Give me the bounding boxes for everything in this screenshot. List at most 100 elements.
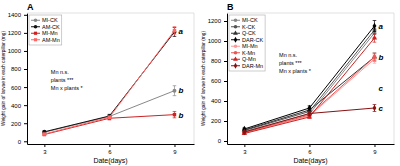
error-bar — [173, 27, 177, 35]
annotation: a — [178, 27, 183, 36]
legend-label: Q-CK — [242, 30, 256, 36]
marker — [173, 29, 176, 32]
error-bar-cap — [173, 111, 177, 112]
legend-label: MI-CK — [42, 17, 58, 23]
title: B — [227, 2, 234, 12]
x-tick: 6 — [108, 144, 112, 155]
y-tick: 1200 — [8, 30, 27, 36]
x-axis-title: Date(days) — [293, 157, 327, 165]
legend: MI-CKK-CKQ-CKDAR-CKMI-MnK-MnQ-MnDAR-Mn — [229, 15, 265, 71]
legend-item: MI-CK — [231, 17, 258, 23]
x-axis: 3 6 9 — [228, 144, 395, 155]
y-tick-mark — [224, 101, 227, 102]
x-tick-mark — [109, 144, 110, 147]
error-bar-cap — [373, 33, 377, 34]
legend-label: AM-CK — [42, 24, 60, 30]
error-bar — [173, 86, 177, 96]
y-tick-mark — [24, 69, 27, 70]
marker — [173, 89, 177, 93]
y-tick-label: 1200 — [208, 18, 222, 24]
y-axis: 0200400600800100012001400 — [8, 12, 28, 144]
legend-item: AM-Mn — [31, 37, 60, 43]
series — [242, 26, 376, 133]
y-tick-mark — [224, 121, 227, 122]
stats-line: Mn n.s. — [279, 52, 298, 58]
x-axis-line — [228, 144, 395, 145]
y-tick: 200 — [211, 118, 227, 124]
error-bar — [373, 53, 377, 61]
stats-line: plants *** — [279, 60, 302, 66]
x-tick-label: 3 — [243, 149, 247, 155]
y-tick-label: 0 — [218, 138, 222, 144]
legend-label: DAR-Mn — [242, 63, 263, 69]
y-tick-label: 600 — [11, 85, 22, 91]
legend-item: Q-Mn — [231, 56, 256, 62]
stats-line: Mn n.s. — [51, 69, 70, 75]
legend-marker — [34, 18, 38, 22]
y-tick-mark — [24, 15, 27, 16]
plot-area — [242, 21, 377, 136]
error-bar-cap — [173, 34, 177, 35]
x-tick-mark — [174, 144, 175, 147]
y-tick-label: 1400 — [8, 12, 22, 18]
error-bar — [108, 116, 112, 119]
panel: 369020040060080010001200BDate(days)Weigh… — [201, 2, 395, 165]
y-tick-label: 1200 — [8, 30, 22, 36]
y-tick-label: 600 — [211, 78, 222, 84]
series-line — [44, 115, 174, 135]
error-bar-cap — [373, 31, 377, 32]
x-tick-label: 9 — [173, 149, 177, 155]
x-tick: 3 — [243, 144, 247, 155]
error-bar-cap — [173, 95, 177, 96]
marker — [373, 23, 377, 29]
y-tick-mark — [24, 123, 27, 124]
series — [242, 105, 376, 136]
error-bar-cap — [373, 42, 377, 43]
title: A — [27, 2, 34, 12]
x-tick-label: 6 — [108, 149, 112, 155]
y-tick-mark — [224, 141, 227, 142]
y-axis-title: Weight gain of larvae in each caterpilla… — [1, 31, 6, 126]
legend-label: Q-Mn — [242, 56, 256, 62]
legend-marker — [233, 56, 238, 60]
error-bar-cap — [173, 26, 177, 27]
y-tick-mark — [24, 141, 27, 142]
y-tick: 600 — [211, 78, 227, 84]
x-tick-mark — [244, 144, 245, 147]
stats-line: plants *** — [51, 77, 74, 83]
chart: 3690200400600800100012001400ADate(days)W… — [0, 0, 400, 166]
frame-right — [194, 13, 195, 144]
marker — [108, 117, 111, 120]
annotation: c — [378, 84, 383, 93]
x-tick-mark — [44, 144, 45, 147]
legend-marker — [234, 37, 237, 43]
x-tick: 6 — [308, 144, 312, 155]
stats-line: Mn x plants * — [51, 85, 84, 91]
legend-item: DAR-Mn — [231, 63, 263, 69]
x-tick-mark — [309, 144, 310, 147]
series — [42, 27, 176, 133]
error-bar-cap — [373, 53, 377, 54]
legend-item: MI-CK — [31, 17, 58, 23]
y-tick-label: 0 — [18, 139, 22, 145]
series — [242, 53, 376, 134]
legend-label: DAR-CK — [242, 37, 263, 43]
error-bar — [173, 27, 177, 36]
series-line — [44, 91, 174, 133]
error-bar — [373, 53, 377, 61]
legend-marker — [34, 25, 38, 29]
error-bar — [373, 105, 377, 112]
annotation: c — [378, 104, 383, 113]
marker — [372, 35, 377, 40]
y-tick-label: 1000 — [8, 48, 22, 54]
error-bar-cap — [373, 60, 377, 61]
x-tick: 9 — [373, 144, 377, 155]
stats-line: Mn x plants * — [279, 68, 312, 74]
y-tick-mark — [24, 87, 27, 88]
marker — [242, 129, 246, 135]
error-bar-cap — [173, 117, 177, 118]
y-tick: 800 — [11, 66, 27, 72]
marker — [308, 110, 312, 116]
frame-top — [27, 13, 194, 14]
y-tick: 0 — [18, 139, 27, 145]
